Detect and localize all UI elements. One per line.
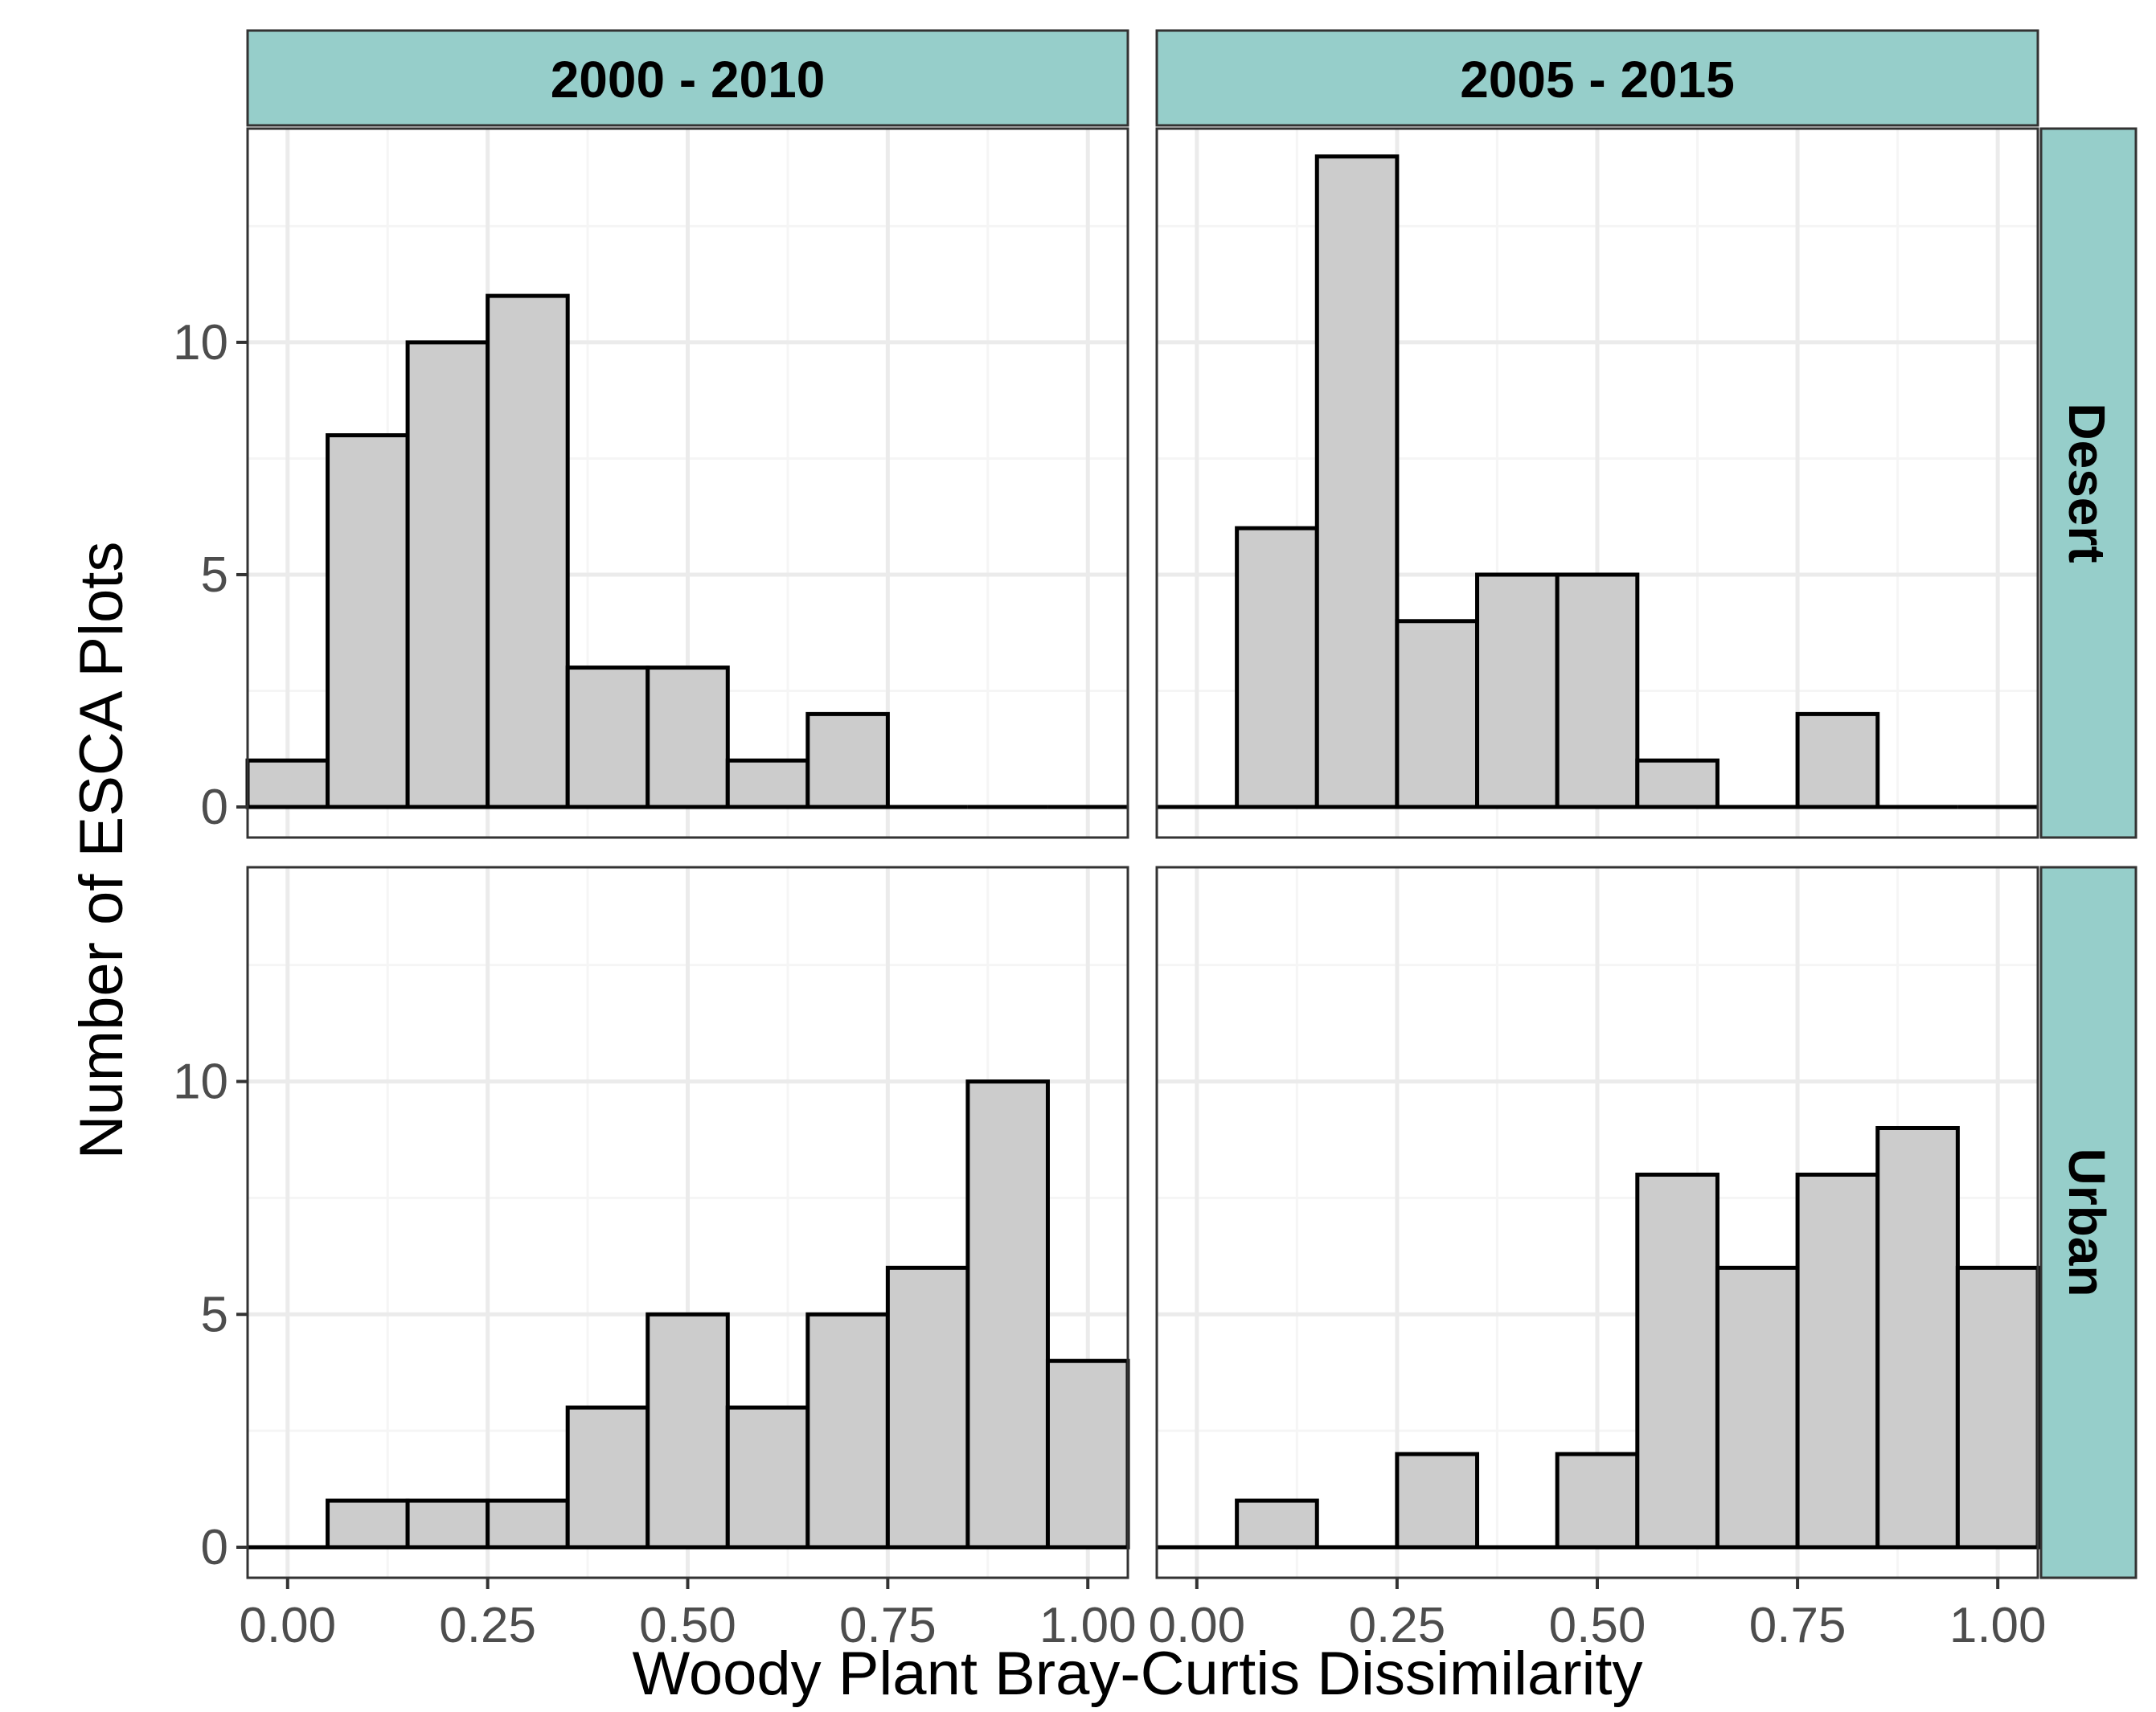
histogram-bar: [565, 1405, 650, 1550]
histogram-bar: [1235, 526, 1319, 809]
panel-border: [246, 127, 1129, 839]
histogram-bar: [646, 1312, 730, 1550]
strip-row-urban: Urban: [2039, 866, 2138, 1579]
x-tick-label: 1.00: [1949, 1598, 2047, 1653]
x-axis-title: Woody Plant Bray-Curtis Dissimilarity: [632, 1640, 1642, 1708]
panel-urban-2000-2010: [246, 866, 1130, 1579]
x-tick-label: 0.25: [439, 1598, 536, 1653]
strip-background: [1155, 29, 2039, 127]
histogram-bar: [1635, 1172, 1719, 1550]
x-tick-label: 0.50: [639, 1598, 736, 1653]
histogram-bar: [565, 666, 650, 809]
strips-layer: 2000 - 2010 2005 - 2015 Desert Urban: [246, 29, 2138, 1579]
histogram-bar: [1795, 1172, 1880, 1550]
histogram-bar: [965, 1079, 1050, 1550]
y-tick-label: 5: [201, 1287, 228, 1342]
strip-row-desert: Desert: [2039, 127, 2138, 839]
histogram-bar: [1715, 1265, 1800, 1550]
histogram-bar: [1235, 1498, 1319, 1550]
histogram-bar: [486, 293, 570, 809]
y-tick-label: 10: [173, 1055, 228, 1110]
strip-column-2000-2010: 2000 - 2010: [246, 29, 1129, 127]
strip-label: Desert: [2058, 403, 2116, 563]
histogram-bar: [725, 1405, 810, 1550]
histogram-bar: [1795, 711, 1880, 809]
y-tick-label: 0: [201, 1520, 228, 1575]
histogram-bar: [1314, 154, 1400, 809]
x-tick-label: 0.00: [1148, 1598, 1245, 1653]
histogram-bar: [885, 1265, 970, 1550]
histogram-bar: [805, 711, 890, 809]
strip-background: [2039, 866, 2138, 1579]
x-tick-label: 1.00: [1039, 1598, 1137, 1653]
strip-label: 2000 - 2010: [551, 51, 826, 109]
x-tick-label: 0.75: [1749, 1598, 1847, 1653]
strip-label: 2005 - 2015: [1460, 51, 1735, 109]
x-tick-label: 0.75: [839, 1598, 937, 1653]
histogram-bar: [1395, 619, 1480, 809]
histogram-bar: [326, 1498, 410, 1550]
histogram-bar: [1475, 572, 1560, 809]
y-tick-label: 10: [173, 315, 228, 371]
panels-layer: [245, 127, 2040, 1579]
histogram-bar: [1555, 1452, 1640, 1550]
y-axis-title: Number of ESCA Plots: [68, 542, 136, 1160]
strip-label: Urban: [2058, 1149, 2116, 1297]
panel-urban-2005-2015: [1155, 866, 2040, 1579]
histogram-bar: [486, 1498, 570, 1550]
histogram-bar: [1045, 1358, 1130, 1550]
histogram-bar: [405, 1498, 490, 1550]
histogram-bar: [405, 340, 490, 809]
y-tick-label: 5: [201, 547, 228, 603]
histogram-bar: [245, 758, 330, 809]
x-tick-label: 0.25: [1349, 1598, 1446, 1653]
panel-border: [1155, 127, 2039, 839]
x-tick-label: 0.00: [239, 1598, 336, 1653]
y-tick-label: 0: [201, 780, 228, 835]
histogram-bar: [1875, 1125, 1960, 1550]
histogram-bar: [805, 1312, 890, 1550]
histogram-bar: [1555, 572, 1640, 809]
panel-desert-2005-2015: [1155, 127, 2039, 839]
strip-column-2005-2015: 2005 - 2015: [1155, 29, 2039, 127]
strip-background: [2039, 127, 2138, 839]
x-tick-label: 0.50: [1549, 1598, 1646, 1653]
histogram-bar: [1635, 758, 1719, 809]
histogram-bar: [1395, 1452, 1480, 1550]
histogram-bar: [1955, 1265, 2040, 1550]
histogram-bar: [725, 758, 810, 809]
strip-background: [246, 29, 1129, 127]
histogram-bar: [326, 433, 410, 809]
panel-desert-2000-2010: [245, 127, 1129, 839]
histogram-bar: [646, 666, 730, 809]
